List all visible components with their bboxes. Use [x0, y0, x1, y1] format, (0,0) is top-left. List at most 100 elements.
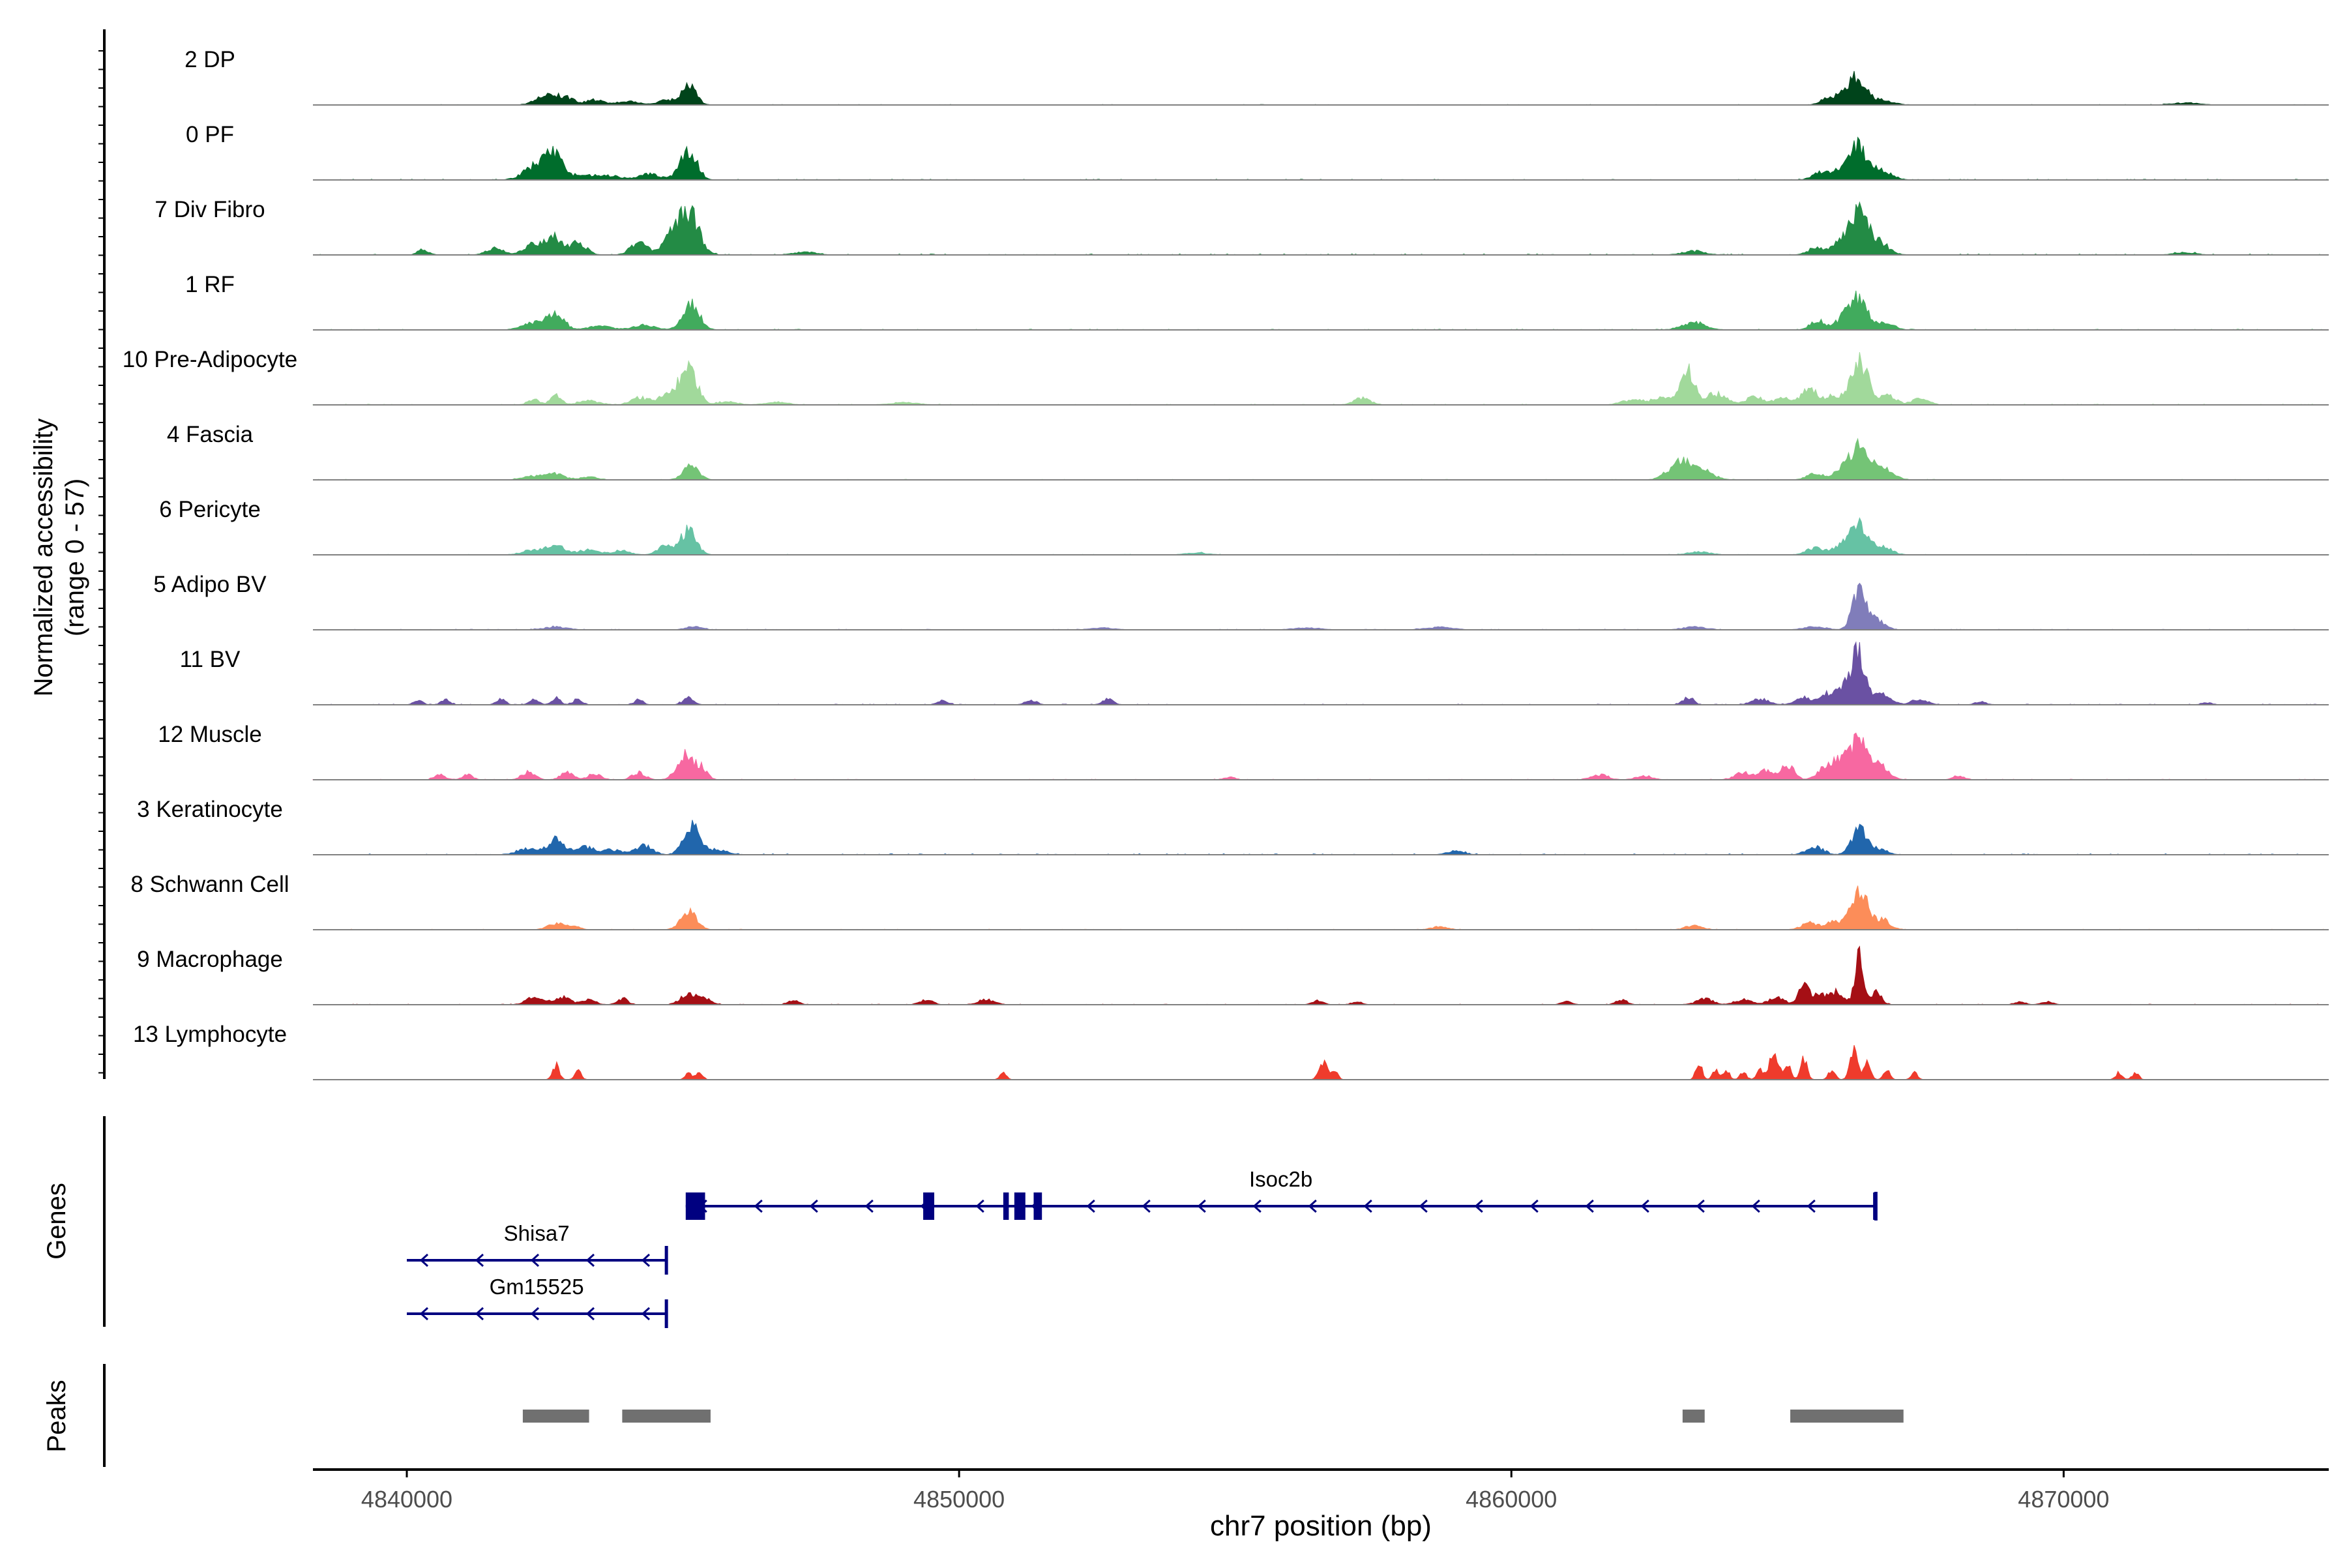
track-label: 7 Div Fibro — [155, 197, 265, 222]
peak-region — [1790, 1410, 1904, 1423]
coverage-track: 6 Pericyte — [159, 497, 2329, 555]
coverage-area — [313, 1044, 2329, 1080]
coverage-track: 8 Schwann Cell — [130, 872, 2329, 930]
strand-arrow — [1696, 1199, 1705, 1213]
genes-panel: Genes Isoc2b Shisa7 Gm15525 — [42, 1116, 1878, 1328]
coverage-area — [313, 945, 2329, 1005]
strand-arrow — [1142, 1199, 1151, 1213]
coverage-track: 2 DP — [185, 47, 2329, 106]
x-axis-label: chr7 position (bp) — [1210, 1510, 1432, 1542]
track-label: 3 Keratinocyte — [137, 797, 283, 822]
peak-region — [622, 1410, 711, 1423]
coverage-area — [313, 517, 2329, 555]
coverage-track: 12 Muscle — [158, 722, 2329, 780]
coverage-track: 7 Div Fibro — [155, 197, 2329, 256]
strand-arrow — [1308, 1199, 1317, 1213]
coverage-y-ticks — [98, 50, 104, 1074]
exon — [1014, 1192, 1026, 1220]
track-label: 9 Macrophage — [137, 947, 283, 972]
strand-arrow — [585, 1253, 595, 1267]
strand-arrow — [1086, 1199, 1095, 1213]
strand-arrow — [1197, 1199, 1206, 1213]
track-label: 12 Muscle — [158, 722, 262, 747]
strand-arrow — [1807, 1199, 1816, 1213]
exon — [685, 1192, 705, 1220]
track-label: 1 RF — [185, 272, 235, 297]
exon — [923, 1192, 935, 1220]
strand-arrow — [864, 1199, 874, 1213]
gene-label: Isoc2b — [1249, 1167, 1312, 1191]
gene-label: Gm15525 — [490, 1275, 584, 1299]
strand-arrow — [530, 1307, 540, 1321]
x-tick-label: 4840000 — [361, 1486, 452, 1513]
x-tick-label: 4870000 — [2018, 1486, 2109, 1513]
strand-arrow — [754, 1199, 763, 1213]
coverage-track: 13 Lymphocyte — [133, 1022, 2329, 1080]
coverage-area — [313, 885, 2329, 930]
track-label: 8 Schwann Cell — [130, 872, 289, 897]
exon — [1033, 1192, 1042, 1220]
coverage-track: 10 Pre-Adipocyte — [123, 347, 2329, 406]
gene-model: Isoc2b — [685, 1167, 1878, 1220]
peaks-panel: Peaks — [42, 1364, 1904, 1467]
strand-arrow — [641, 1307, 651, 1321]
coverage-area — [313, 70, 2329, 106]
track-label: 6 Pericyte — [159, 497, 261, 522]
track-label: 0 PF — [186, 122, 234, 147]
coverage-area — [313, 820, 2329, 855]
gene-label: Shisa7 — [504, 1221, 570, 1245]
gene-model: Shisa7 — [407, 1221, 668, 1275]
strand-arrow — [1529, 1199, 1539, 1213]
strand-arrow — [475, 1253, 484, 1267]
strand-arrow — [1363, 1199, 1372, 1213]
coverage-area — [313, 437, 2329, 481]
track-label: 4 Fascia — [167, 422, 254, 447]
coverage-track: 11 BV — [180, 641, 2329, 705]
peak-regions — [522, 1410, 1904, 1423]
track-label: 13 Lymphocyte — [133, 1022, 287, 1047]
coverage-area — [313, 582, 2329, 630]
peak-region — [522, 1410, 589, 1423]
coverage-track: 3 Keratinocyte — [137, 797, 2329, 855]
coverage-y-label-line2: (range 0 - 57) — [61, 479, 89, 636]
coverage-track: 0 PF — [186, 122, 2329, 181]
coverage-area — [312, 352, 2329, 406]
strand-arrow — [975, 1199, 984, 1213]
coverage-track: 9 Macrophage — [137, 945, 2329, 1005]
coverage-track: 1 RF — [185, 272, 2329, 331]
track-label: 11 BV — [180, 647, 241, 672]
peak-region — [1682, 1410, 1705, 1423]
strand-arrow — [641, 1253, 651, 1267]
coverage-area — [313, 201, 2329, 256]
x-tick-label: 4860000 — [1466, 1486, 1557, 1513]
coverage-area — [312, 732, 2329, 780]
coverage-area — [313, 641, 2329, 705]
strand-arrow — [419, 1307, 429, 1321]
x-axis: 4840000 4850000 4860000 4870000 chr7 positi… — [313, 1468, 2329, 1542]
x-axis-ticks: 4840000 4850000 4860000 4870000 — [361, 1470, 2109, 1513]
x-tick-label: 4850000 — [913, 1486, 1005, 1513]
track-label: 5 Adipo BV — [153, 572, 267, 597]
strand-arrow — [475, 1307, 484, 1321]
strand-arrow — [1640, 1199, 1649, 1213]
strand-arrow — [1252, 1199, 1262, 1213]
gene-models: Isoc2b Shisa7 Gm15525 — [407, 1167, 1878, 1328]
strand-arrow — [1419, 1199, 1428, 1213]
gene-model: Gm15525 — [407, 1275, 668, 1328]
coverage-tracks: 2 DP 0 PF 7 Div Fibro 1 RF 10 Pre-Adipocyte 4… — [123, 47, 2329, 1080]
strand-arrow — [809, 1199, 818, 1213]
coverage-y-axis: Normalized accessibility (range 0 - 57) — [29, 29, 106, 1079]
strand-arrow — [1751, 1199, 1760, 1213]
coverage-y-label-line1: Normalized accessibility — [29, 419, 58, 697]
strand-arrow — [530, 1253, 540, 1267]
track-label: 10 Pre-Adipocyte — [123, 347, 297, 372]
coverage-area — [313, 136, 2329, 181]
genes-y-label: Genes — [42, 1183, 71, 1260]
coverage-track: 5 Adipo BV — [153, 572, 2329, 630]
strand-arrow — [1585, 1199, 1594, 1213]
strand-arrow — [1474, 1199, 1483, 1213]
strand-arrow — [419, 1253, 429, 1267]
track-label: 2 DP — [185, 47, 235, 72]
